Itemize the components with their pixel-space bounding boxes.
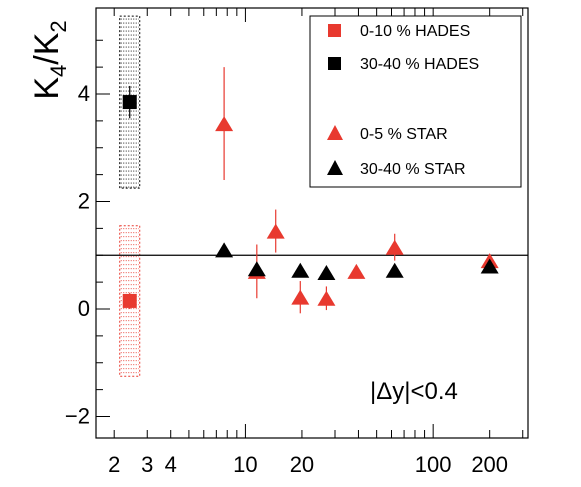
y-label-sub2: 2 (46, 20, 71, 32)
data-point-triangle (215, 116, 234, 132)
legend-marker-star-30-40 (327, 160, 343, 175)
x-tick-label: 100 (415, 452, 452, 477)
x-tick-label: 10 (233, 452, 257, 477)
legend-label-star-30-40: 30-40 % STAR (360, 161, 466, 178)
data-points (122, 95, 499, 308)
legend-label-star-0-5: 0-5 % STAR (360, 126, 448, 143)
data-point-square (122, 293, 137, 308)
y-tick-label: −2 (65, 404, 90, 429)
legend-marker-hades-30-40 (328, 57, 341, 70)
x-tick-label: 3 (141, 452, 153, 477)
legend-box (309, 15, 522, 188)
data-point-triangle (317, 264, 336, 280)
data-point-triangle (291, 262, 310, 278)
y-label-sub1: 4 (46, 65, 71, 77)
data-point-triangle (215, 242, 234, 258)
data-point-triangle (385, 239, 404, 255)
data-point-triangle (247, 261, 266, 277)
y-label-main: K (28, 77, 66, 100)
data-point-triangle (347, 263, 366, 279)
y-label-main2: K (28, 32, 66, 55)
x-tick-label: 20 (290, 452, 314, 477)
systematic-error-box (119, 15, 141, 189)
x-tick-label: 2 (108, 452, 120, 477)
data-point-triangle (291, 289, 310, 305)
systematic-error-boxes (119, 15, 141, 377)
rapidity-annotation: |Δy|<0.4 (370, 378, 458, 405)
legend-label-hades-30-40: 30-40 % HADES (360, 56, 479, 73)
x-axis-ticks: 2 3 4 10 20 100 200 (108, 8, 524, 477)
legend-label-hades-0-10: 0-10 % HADES (360, 23, 470, 40)
systematic-error-box (119, 225, 141, 377)
x-tick-label: 4 (165, 452, 177, 477)
y-tick-label: 0 (78, 296, 90, 321)
legend: 0-10 % HADES 30-40 % HADES 0-5 % STAR 30… (309, 15, 522, 188)
y-tick-label: 4 (78, 81, 90, 106)
y-tick-label: 2 (78, 189, 90, 214)
x-tick-label: 200 (471, 452, 508, 477)
legend-marker-hades-0-10 (328, 24, 341, 37)
data-point-triangle (385, 262, 404, 278)
y-label-slash: / (28, 55, 66, 65)
data-point-triangle (266, 223, 285, 239)
legend-marker-star-0-5 (327, 125, 343, 140)
data-point-square (122, 95, 137, 110)
data-point-triangle (480, 258, 499, 274)
data-point-triangle (317, 290, 336, 306)
y-axis-label: K4/K2 (28, 20, 71, 99)
y-axis-ticks: 4 2 0 −2 (65, 39, 110, 429)
